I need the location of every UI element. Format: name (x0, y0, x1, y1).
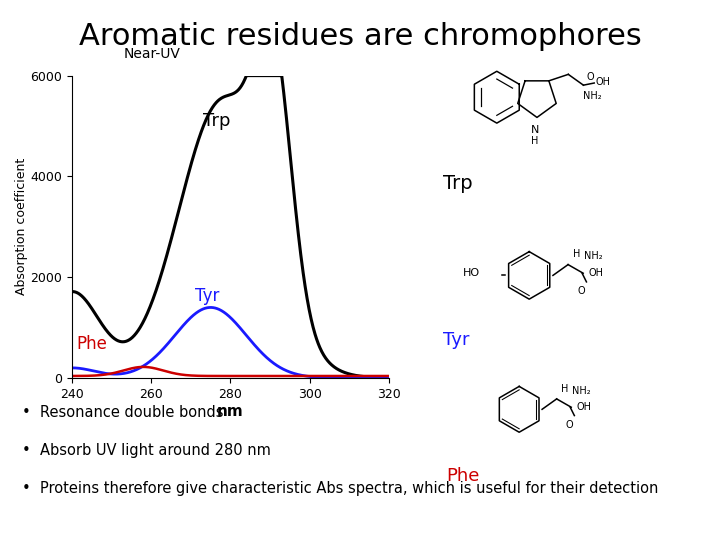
Text: H: H (531, 136, 539, 146)
Text: Tyr: Tyr (443, 331, 469, 349)
Text: Trp: Trp (203, 112, 230, 130)
Text: •  Proteins therefore give characteristic Abs spectra, which is useful for their: • Proteins therefore give characteristic… (22, 481, 658, 496)
Y-axis label: Absorption coefficient: Absorption coefficient (14, 158, 27, 295)
Text: Near-UV: Near-UV (124, 47, 180, 61)
Text: HO: HO (462, 268, 480, 278)
Text: Aromatic residues are chromophores: Aromatic residues are chromophores (78, 22, 642, 51)
Text: O: O (565, 420, 573, 430)
Text: Tyr: Tyr (194, 287, 219, 306)
Text: OH: OH (577, 402, 591, 412)
Text: Trp: Trp (443, 174, 472, 193)
Text: H: H (573, 249, 580, 259)
Text: O: O (577, 286, 585, 296)
Text: NH₂: NH₂ (572, 386, 591, 396)
Text: NH₂: NH₂ (585, 251, 603, 261)
Text: O: O (587, 71, 594, 82)
Text: •  Resonance double bonds: • Resonance double bonds (22, 405, 223, 420)
X-axis label: nm: nm (217, 403, 244, 418)
Text: N: N (531, 125, 539, 135)
Text: Phe: Phe (446, 467, 480, 485)
Text: OH: OH (595, 77, 611, 87)
Text: •  Absorb UV light around 280 nm: • Absorb UV light around 280 nm (22, 443, 271, 458)
Text: Phe: Phe (76, 335, 107, 353)
Text: OH: OH (589, 268, 603, 278)
Text: H: H (562, 384, 569, 394)
Text: NH₂: NH₂ (583, 91, 602, 101)
